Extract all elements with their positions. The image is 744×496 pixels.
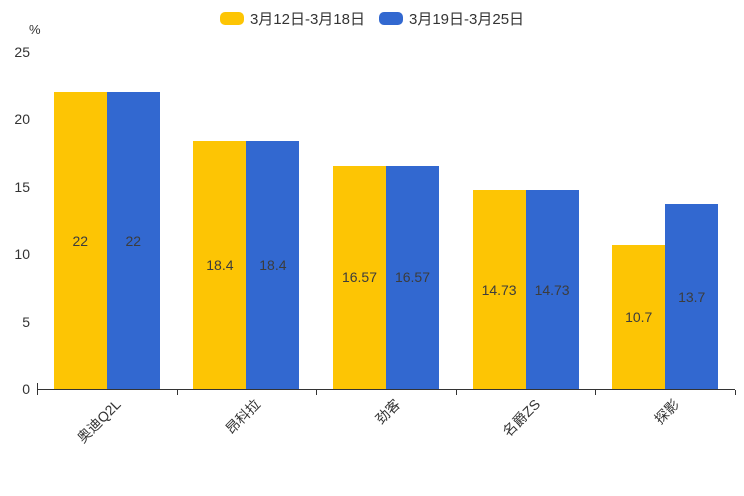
legend-swatch-icon — [379, 12, 403, 25]
bar-value-label: 18.4 — [206, 256, 234, 273]
legend: 3月12日-3月18日 3月19日-3月25日 — [0, 8, 744, 29]
bar-series1-cat3 — [525, 190, 579, 389]
bar-value-label: 13.7 — [678, 288, 706, 305]
x-axis-tick — [455, 390, 457, 395]
x-axis-tick — [735, 390, 736, 395]
y-axis-stub — [37, 383, 38, 389]
legend-item-label: 3月19日-3月25日 — [409, 11, 525, 28]
y-axis-tick-label: 5 — [22, 313, 30, 330]
x-axis-category-label: 奥迪Q2L — [74, 396, 125, 446]
y-axis-tick-label: 0 — [22, 381, 30, 397]
bar-value-label: 16.57 — [341, 269, 378, 286]
bar-series0-cat0 — [53, 92, 107, 389]
bar-value-label: 22 — [125, 232, 142, 249]
x-axis-category-label: 劲客 — [372, 396, 404, 428]
x-axis-tick — [37, 390, 38, 395]
bar-value-label: 22 — [72, 232, 89, 249]
bar-value-label: 16.57 — [394, 269, 431, 286]
bar-series1-cat2 — [386, 165, 439, 389]
bar-series0-cat4 — [612, 244, 666, 389]
y-axis-tick-label: 15 — [14, 178, 30, 195]
y-axis-tick-label: 20 — [14, 111, 30, 128]
bar-value-label: 14.73 — [534, 281, 570, 298]
bar-value-label: 14.73 — [481, 281, 517, 298]
bar-series1-cat4 — [665, 204, 719, 389]
y-axis-tick-label: 25 — [14, 44, 30, 60]
legend-swatch-icon — [219, 12, 244, 25]
legend-item-0[interactable]: 3月12日-3月18日 — [219, 8, 365, 29]
x-axis-category-label: 名爵ZS — [499, 396, 543, 440]
x-axis-line — [37, 389, 735, 390]
x-axis-category-label: 探影 — [651, 396, 683, 428]
x-axis-tick — [316, 390, 318, 395]
bar-series0-cat1 — [193, 140, 247, 389]
x-axis-tick — [595, 390, 597, 395]
bar-value-label: 18.4 — [259, 256, 287, 273]
bar-value-label: 10.7 — [625, 308, 653, 325]
x-axis-category-label: 昂科拉 — [222, 396, 264, 438]
bar-series0-cat2 — [333, 165, 386, 389]
bar-series1-cat0 — [106, 92, 160, 389]
legend-item-label: 3月12日-3月18日 — [249, 11, 365, 28]
bar-series1-cat1 — [246, 140, 300, 389]
y-axis-tick-label: 10 — [14, 246, 30, 263]
y-axis-unit-label: % — [29, 22, 41, 37]
x-axis-tick — [176, 390, 178, 395]
legend-item-1[interactable]: 3月19日-3月25日 — [379, 8, 524, 29]
bar-series0-cat3 — [472, 190, 526, 389]
